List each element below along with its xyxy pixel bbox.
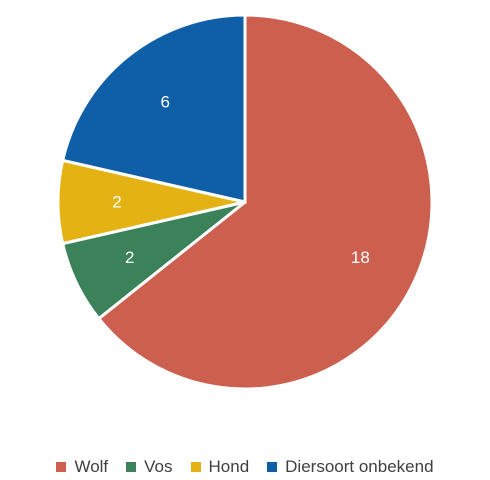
legend-label-vos: Vos — [144, 457, 173, 476]
legend-swatch-wolf — [56, 462, 67, 472]
data-label-diersoort-onbekend: 6 — [160, 92, 169, 111]
legend-item-diersoort-onbekend: Diersoort onbekend — [267, 457, 434, 477]
legend-swatch-diersoort-onbekend — [267, 462, 278, 472]
legend-swatch-hond — [190, 462, 201, 472]
legend-label-diersoort-onbekend: Diersoort onbekend — [285, 457, 434, 476]
legend-swatch-vos — [126, 462, 137, 472]
chart-legend: Wolf Vos Hond Diersoort onbekend — [0, 457, 490, 477]
data-label-hond: 2 — [112, 193, 121, 212]
legend-item-hond: Hond — [190, 457, 250, 477]
pie-slices — [56, 13, 434, 391]
legend-item-vos: Vos — [126, 457, 173, 477]
pie-data-labels: 18 2 2 6 — [112, 92, 370, 267]
data-label-vos: 2 — [125, 248, 134, 267]
legend-label-hond: Hond — [208, 457, 250, 476]
legend-item-wolf: Wolf — [56, 457, 108, 477]
pie-slice-wolf — [96, 13, 434, 391]
data-label-wolf: 18 — [351, 248, 370, 267]
legend-label-wolf: Wolf — [74, 457, 109, 476]
pie-slice-diersoort-onbekend — [60, 13, 247, 204]
